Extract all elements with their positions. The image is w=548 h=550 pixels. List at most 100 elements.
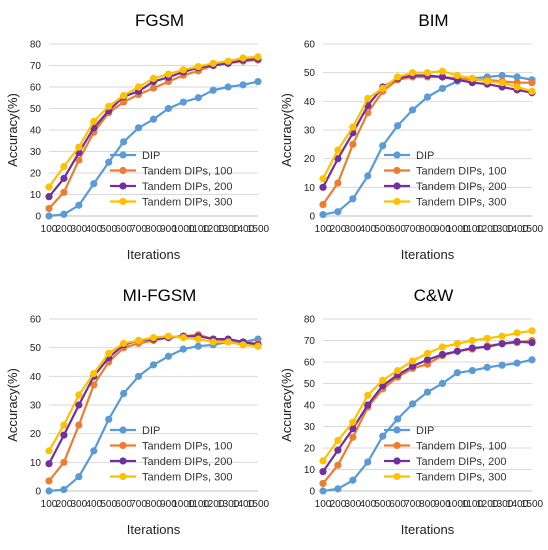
- legend-marker: [119, 166, 127, 175]
- legend-marker: [119, 426, 127, 434]
- legend-label: Tandem DIPs, 300: [142, 197, 233, 209]
- y-tick-label: 30: [30, 147, 42, 158]
- data-point: [349, 418, 357, 426]
- x-tick-label: 1400: [506, 499, 529, 510]
- y-tick-label: 60: [304, 40, 316, 51]
- y-tick-label: 70: [304, 336, 316, 347]
- data-point: [105, 349, 113, 357]
- data-point: [209, 86, 217, 94]
- x-tick-label: 700: [130, 224, 147, 235]
- data-point: [438, 379, 447, 388]
- x-tick-label: 300: [71, 224, 88, 235]
- x-tick-label: 200: [330, 224, 347, 235]
- x-tick-label: 1400: [506, 224, 529, 235]
- x-tick-label: 100: [41, 224, 58, 235]
- x-tick-label: 300: [71, 499, 88, 510]
- data-point: [120, 339, 128, 347]
- x-tick-label: 800: [145, 224, 162, 235]
- data-point: [364, 391, 372, 399]
- x-tick-label: 1100: [462, 224, 484, 235]
- data-point: [349, 123, 357, 131]
- y-tick-label: 10: [30, 458, 42, 469]
- x-tick-label: 1500: [247, 224, 270, 235]
- x-tick-label: 400: [85, 224, 102, 235]
- x-tick-label: 1400: [232, 499, 255, 510]
- x-axis-label: Iterations: [127, 247, 181, 262]
- y-tick-label: 40: [30, 126, 42, 137]
- x-tick-label: 700: [130, 499, 147, 510]
- data-point: [105, 102, 113, 110]
- data-point: [528, 339, 536, 347]
- data-point: [75, 143, 83, 151]
- data-point: [164, 104, 173, 113]
- x-tick-label: 1100: [188, 499, 210, 510]
- y-tick-label: 10: [30, 190, 42, 201]
- data-point: [149, 361, 158, 369]
- data-point: [239, 341, 247, 349]
- data-point: [498, 340, 506, 348]
- y-tick-label: 50: [30, 343, 42, 354]
- data-point: [379, 142, 387, 150]
- data-point: [453, 71, 461, 80]
- data-point: [254, 78, 262, 86]
- x-tick-label: 1500: [247, 499, 270, 510]
- data-point: [194, 62, 202, 71]
- data-point: [438, 350, 447, 359]
- data-point: [75, 201, 83, 209]
- data-point: [75, 391, 83, 399]
- chart-panel-mi-fgsm: MI-FGSM 0 10 20 30 40 50 60 100 200 300 400 500 600 70…: [0, 275, 274, 550]
- data-point: [120, 138, 128, 146]
- legend-marker: [393, 182, 401, 190]
- data-point: [319, 468, 327, 476]
- data-point: [408, 400, 417, 408]
- y-tick-label: 20: [30, 169, 42, 180]
- x-tick-label: 400: [359, 499, 376, 510]
- data-point: [194, 335, 202, 343]
- legend-marker: [393, 151, 401, 159]
- x-axis-label: Iterations: [401, 247, 455, 262]
- data-point: [134, 372, 143, 380]
- x-tick-label: 500: [374, 499, 391, 510]
- data-point: [90, 117, 98, 125]
- data-point: [179, 345, 187, 353]
- y-axis-label: Accuracy(%): [279, 368, 294, 442]
- y-tick-label: 50: [304, 68, 316, 79]
- legend-label: Tandem DIPs, 200: [416, 181, 507, 193]
- data-point: [224, 83, 232, 91]
- data-point: [45, 212, 53, 220]
- data-point: [164, 332, 173, 340]
- x-tick-label: 800: [419, 224, 436, 235]
- x-tick-label: 1000: [172, 224, 195, 235]
- legend-marker: [119, 182, 127, 190]
- legend-label: Tandem DIPs, 200: [416, 456, 507, 468]
- data-point: [453, 340, 461, 348]
- x-tick-label: 100: [41, 499, 58, 510]
- data-point: [468, 74, 476, 82]
- data-point: [408, 362, 417, 370]
- x-tick-label: 1200: [476, 224, 499, 235]
- x-tick-label: 400: [359, 224, 376, 235]
- data-point: [334, 208, 342, 216]
- data-point: [483, 343, 491, 351]
- data-point: [179, 334, 187, 342]
- data-point: [438, 343, 447, 351]
- x-tick-label: 200: [56, 499, 73, 510]
- data-point: [45, 487, 53, 495]
- x-tick-label: 600: [115, 224, 132, 235]
- data-point: [334, 461, 342, 469]
- legend-marker: [393, 441, 401, 450]
- data-point: [498, 332, 506, 340]
- data-point: [60, 210, 68, 218]
- y-axis-label: Accuracy(%): [5, 368, 20, 442]
- data-point: [90, 180, 98, 188]
- data-point: [149, 84, 158, 92]
- legend-label: Tandem DIPs, 100: [142, 441, 233, 453]
- x-tick-label: 1000: [172, 499, 195, 510]
- data-point: [438, 73, 447, 81]
- y-tick-label: 30: [304, 422, 316, 433]
- data-point: [408, 69, 417, 77]
- data-point: [319, 200, 327, 209]
- data-point: [45, 447, 53, 455]
- data-point: [513, 359, 521, 367]
- y-tick-label: 10: [304, 183, 316, 194]
